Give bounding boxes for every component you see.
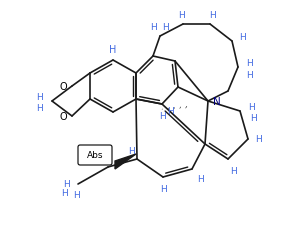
Text: H: H: [160, 185, 166, 194]
Text: H: H: [245, 59, 252, 68]
Text: H: H: [73, 191, 79, 200]
Text: H: H: [63, 180, 69, 189]
FancyBboxPatch shape: [78, 145, 112, 165]
Text: Abs: Abs: [87, 151, 103, 160]
Polygon shape: [115, 154, 136, 169]
Text: O: O: [99, 152, 107, 162]
Text: N: N: [213, 97, 221, 106]
Text: H: H: [61, 189, 67, 198]
Text: H: H: [162, 23, 168, 32]
Text: H: H: [248, 103, 254, 112]
Text: H: H: [36, 92, 42, 101]
Text: H: H: [197, 175, 203, 184]
Text: H: H: [150, 23, 156, 32]
Text: H: H: [178, 10, 184, 19]
Text: H: H: [159, 112, 166, 121]
Text: H: H: [167, 107, 173, 116]
Text: H: H: [209, 10, 216, 19]
Text: H: H: [128, 146, 134, 155]
Text: H: H: [245, 70, 252, 79]
Text: H: H: [36, 104, 42, 113]
Text: O: O: [59, 112, 67, 122]
Text: H: H: [255, 135, 262, 144]
Text: H: H: [230, 167, 236, 176]
Text: H: H: [250, 114, 256, 123]
Text: H: H: [109, 45, 117, 55]
Text: H: H: [239, 33, 245, 42]
Text: O: O: [59, 82, 67, 92]
